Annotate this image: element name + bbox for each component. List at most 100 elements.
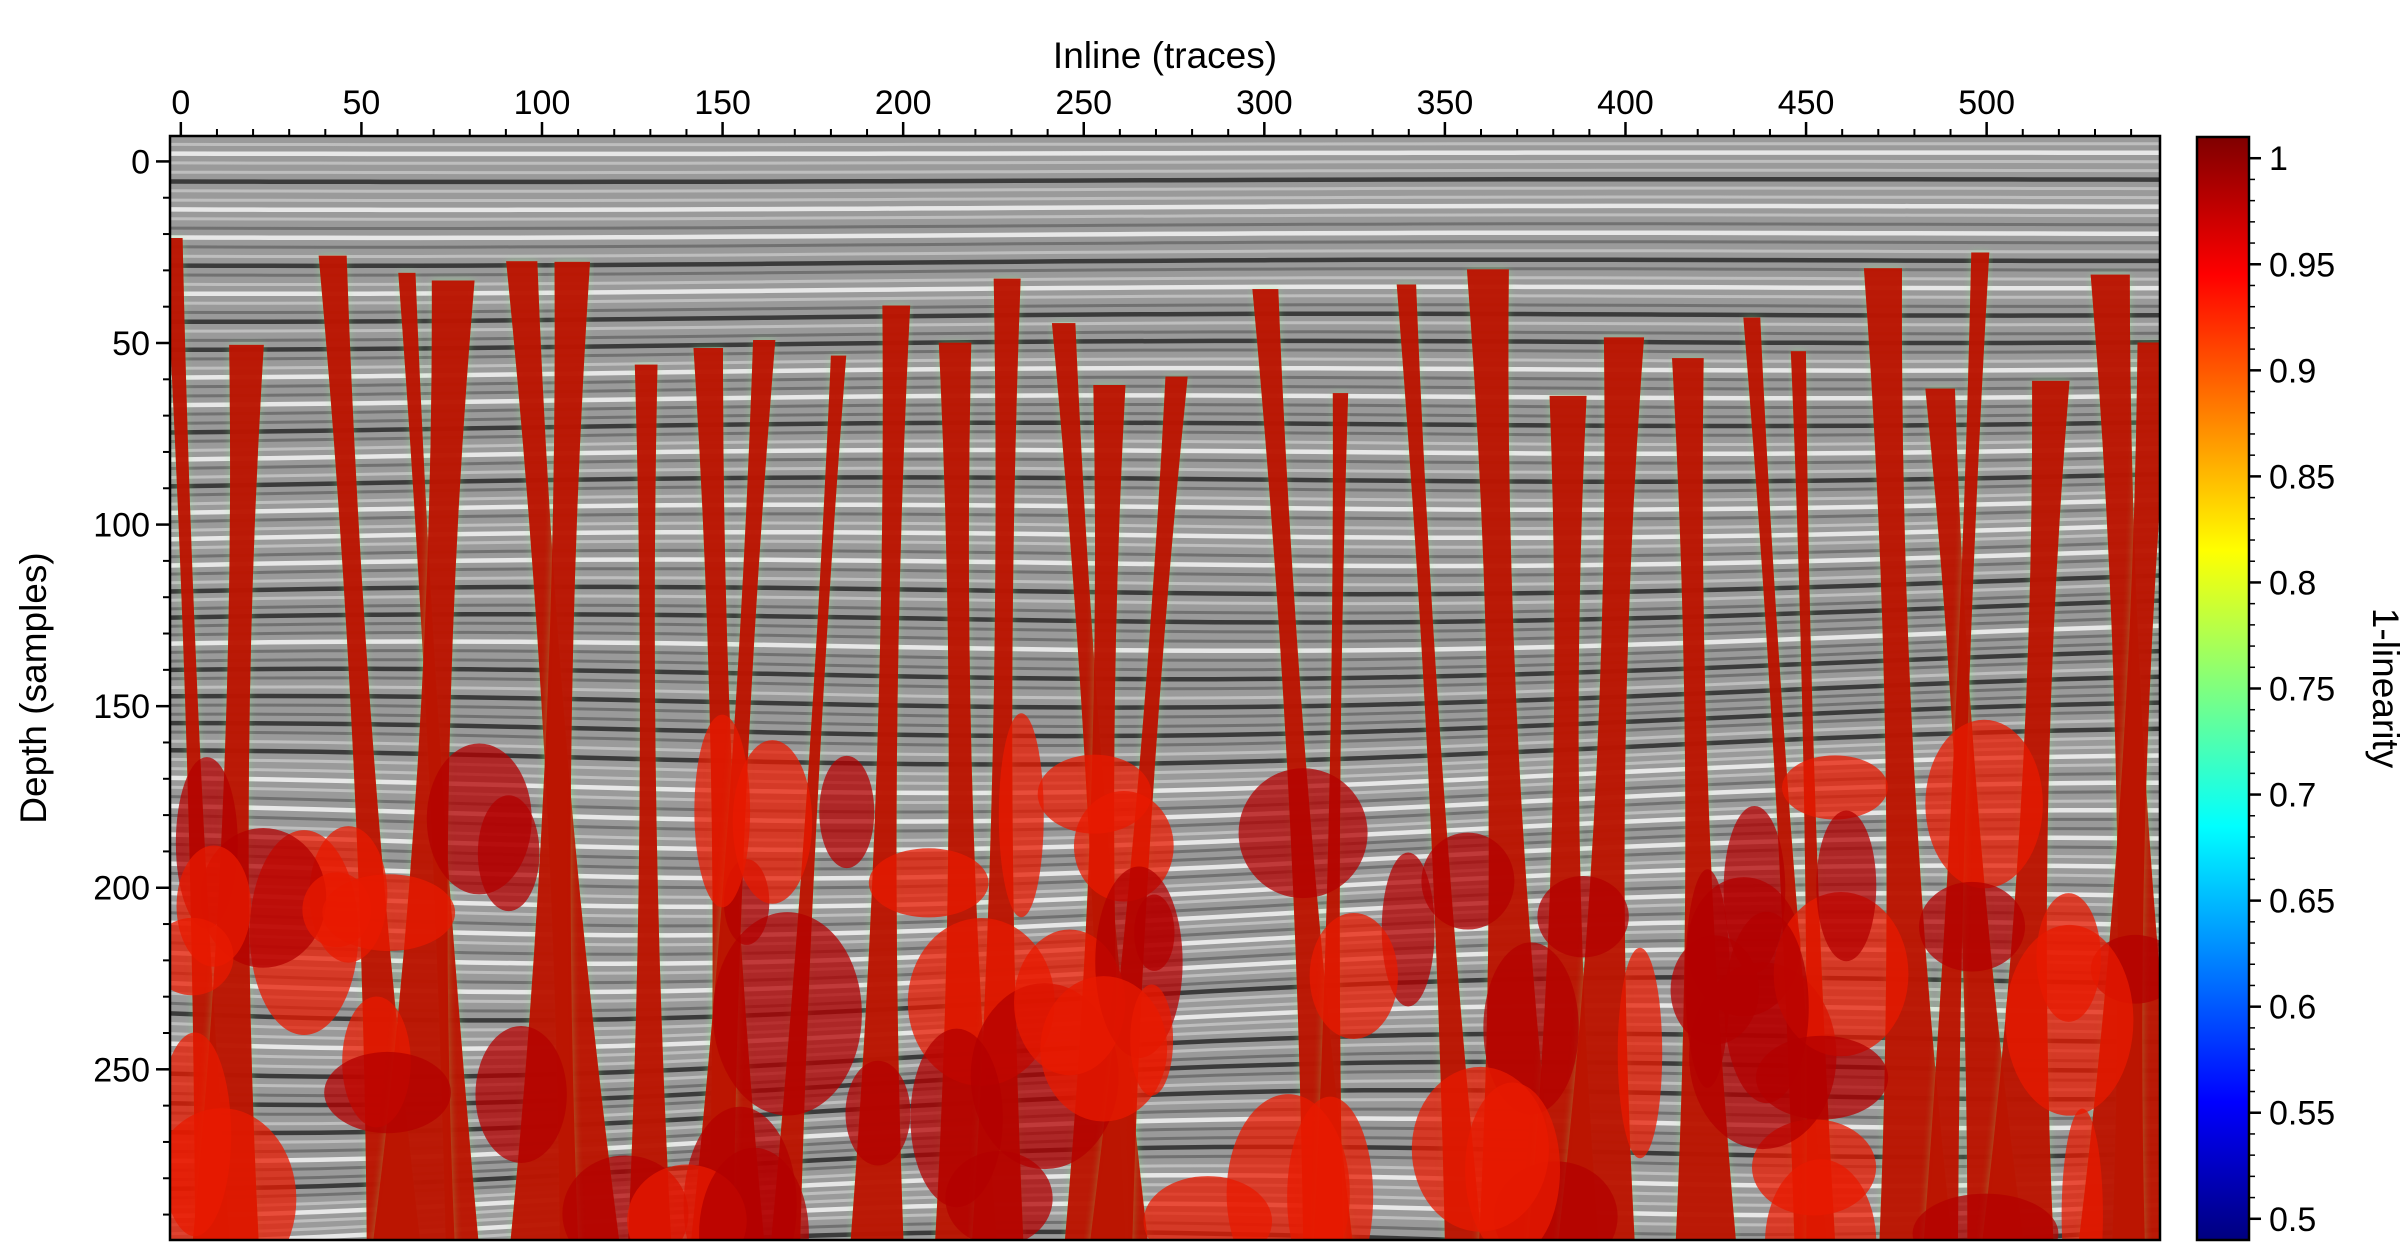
colorbar-tick-label: 0.75 (2269, 671, 2335, 709)
attribute-core (318, 255, 420, 1240)
reflector (170, 276, 2160, 286)
colorbar-tick-label: 1 (2269, 140, 2288, 178)
reflector (170, 222, 2160, 230)
x-tick-label: 150 (694, 84, 751, 122)
reflector (170, 213, 2160, 221)
attribute-cluster (712, 912, 862, 1116)
x-tick-label: 400 (1597, 84, 1654, 122)
x-tick-label: 50 (343, 84, 381, 122)
reflector (170, 230, 2160, 241)
reflector (170, 375, 2160, 389)
seismic-plot-area (168, 134, 2162, 1242)
reflector (170, 700, 2160, 739)
attribute-cluster (1816, 810, 1877, 962)
colorbar-tick-label: 0.7 (2269, 777, 2316, 815)
attribute-cluster (170, 1108, 297, 1240)
attribute-cluster (1782, 755, 1888, 820)
y-tick-label: 100 (93, 507, 150, 545)
reflector (170, 607, 2160, 634)
reflector (170, 692, 2160, 728)
reflector (170, 357, 2160, 370)
reflector (170, 186, 2160, 193)
reflector (170, 683, 2160, 719)
attribute-cluster (845, 1060, 911, 1166)
reflector (170, 718, 2160, 757)
attribute-overlay (170, 237, 2160, 1240)
reflector (170, 674, 2160, 710)
reflector (170, 240, 2160, 249)
reflector (170, 321, 2160, 333)
attribute-cluster (477, 795, 540, 912)
colorbar-tick-label: 0.65 (2269, 883, 2335, 921)
colorbar-tick-label: 0.6 (2269, 989, 2316, 1027)
reflector (170, 257, 2160, 269)
x-tick-label: 200 (875, 84, 932, 122)
reflector (170, 159, 2160, 165)
attribute-core (2078, 342, 2160, 1240)
attribute-cluster (694, 714, 751, 908)
x-tick-label: 250 (1055, 84, 1112, 122)
reflector (170, 284, 2160, 297)
colorbar-tick-label: 0.5 (2269, 1201, 2316, 1239)
attribute-cluster (945, 1150, 1053, 1240)
attribute-core (1396, 284, 1482, 1240)
attribute-cluster (1483, 942, 1579, 1115)
attribute-cluster (1918, 881, 2026, 972)
reflector (170, 709, 2160, 747)
reflector (170, 615, 2160, 643)
reflector (170, 195, 2160, 202)
colorbar: 0.5 0.55 0.6 0.65 0.7 0.75 0.8 0.85 0.9 0.95 1 (2195, 135, 2335, 1242)
colorbar-tick-label: 0.9 (2269, 352, 2316, 390)
reflector (170, 176, 2160, 185)
x-tick-label: 500 (1958, 84, 2015, 122)
reflector (170, 330, 2160, 342)
colorbar-tick-label: 0.55 (2269, 1095, 2335, 1133)
x-axis-title: Inline (traces) (1053, 35, 1277, 76)
x-axis: 0 50 100 150 200 250 300 350 400 450 500 (171, 84, 2133, 136)
reflector (170, 348, 2160, 361)
attribute-core (510, 261, 590, 1240)
colorbar-tick-label: 0.85 (2269, 458, 2335, 496)
reflector (170, 150, 2160, 157)
reflector (170, 365, 2160, 380)
attribute-cluster (699, 1147, 809, 1240)
colorbar-title: 1-linearity (2365, 608, 2400, 769)
reflector (170, 632, 2160, 662)
colorbar-ticks: 0.5 0.55 0.6 0.65 0.7 0.75 0.8 0.85 0.9 0.95 1 (2249, 140, 2335, 1239)
attribute-core (1252, 289, 1353, 1240)
attribute-core (373, 280, 475, 1240)
colorbar-tick-label: 0.95 (2269, 246, 2335, 284)
attribute-cluster (1411, 1066, 1549, 1232)
attribute-cluster (1537, 875, 1629, 958)
reflector (170, 203, 2160, 213)
x-tick-label: 350 (1417, 84, 1474, 122)
attribute-cluster (1309, 912, 1398, 1039)
attribute-cluster (732, 740, 813, 904)
attribute-cluster (998, 713, 1044, 918)
attribute-cluster (2061, 1108, 2103, 1240)
attribute-cluster (170, 917, 234, 996)
attribute-cluster (322, 874, 456, 952)
attribute-core (850, 305, 911, 1240)
reflector (170, 168, 2160, 175)
attribute-cluster (324, 1051, 452, 1134)
attribute-core (170, 237, 230, 1240)
reflector (170, 294, 2160, 305)
reflector (170, 623, 2160, 654)
reflector (170, 311, 2160, 325)
y-tick-label: 50 (112, 325, 150, 363)
attribute-core (628, 364, 672, 1240)
colorbar-fill (2197, 137, 2249, 1240)
y-tick-label: 250 (93, 1051, 150, 1089)
x-tick-label: 300 (1236, 84, 1293, 122)
reflector (170, 658, 2160, 691)
reflector (170, 142, 2160, 147)
colorbar-tick-label: 0.8 (2269, 564, 2316, 602)
attribute-cluster (1617, 947, 1663, 1159)
attribute-cluster (2005, 924, 2134, 1116)
attribute-cluster (1912, 1193, 2059, 1240)
y-tick-label: 150 (93, 688, 150, 726)
attribute-cluster (819, 755, 875, 869)
attribute-cluster (1755, 1035, 1889, 1120)
